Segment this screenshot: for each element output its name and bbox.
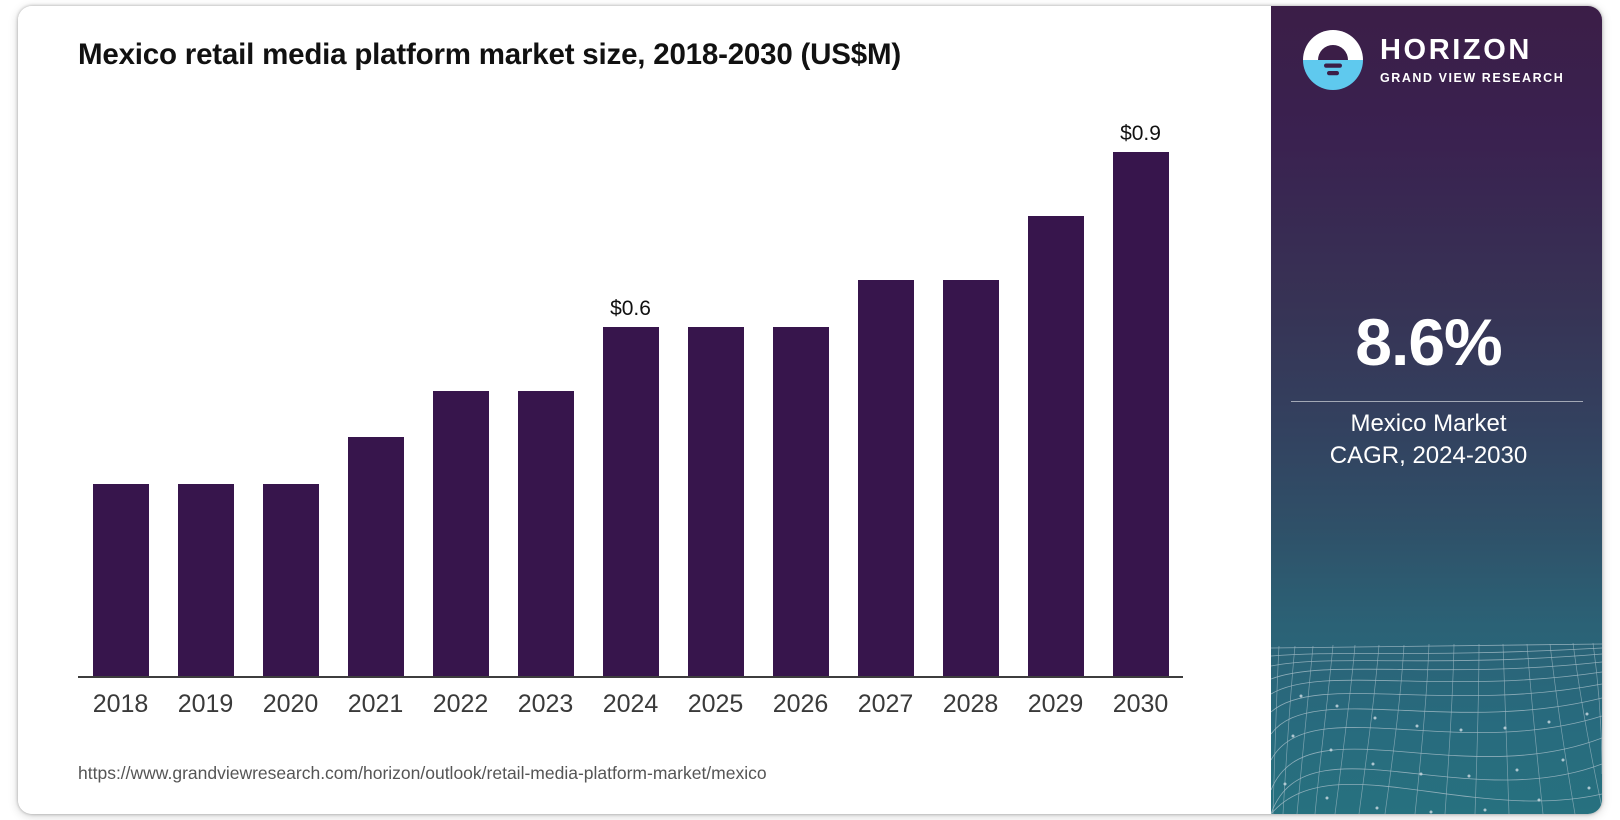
wireframe-terrain-mesh bbox=[1271, 642, 1602, 814]
x-tick-2026: 2026 bbox=[772, 690, 829, 718]
cagr-value: 8.6% bbox=[1355, 305, 1502, 379]
x-tick-2020: 2020 bbox=[262, 690, 319, 718]
x-tick-2018: 2018 bbox=[92, 690, 149, 718]
cagr-caption-line-1: Mexico Market bbox=[1350, 410, 1507, 437]
brand-logo-text: HORIZON GRAND VIEW RESEARCH bbox=[1380, 33, 1565, 85]
x-tick-2027: 2027 bbox=[857, 690, 914, 718]
cagr-divider bbox=[1291, 401, 1583, 402]
x-tick-2021: 2021 bbox=[347, 690, 404, 718]
chart-area: Mexico retail media platform market size… bbox=[18, 6, 1255, 814]
cagr-caption: Mexico Market CAGR, 2024-2030 bbox=[1255, 408, 1602, 472]
chart-card: Mexico retail media platform market size… bbox=[18, 6, 1602, 814]
x-tick-2028: 2028 bbox=[942, 690, 999, 718]
x-tick-2024: 2024 bbox=[602, 690, 659, 718]
bar-2025[interactable] bbox=[687, 326, 744, 676]
stat-side-panel: HORIZON GRAND VIEW RESEARCH 8.6% Mexico … bbox=[1255, 6, 1602, 814]
x-tick-2023: 2023 bbox=[517, 690, 574, 718]
bar-2022[interactable] bbox=[432, 390, 489, 676]
x-tick-2025: 2025 bbox=[687, 690, 744, 718]
bar-2026[interactable] bbox=[772, 326, 829, 676]
bar-2029[interactable] bbox=[1027, 216, 1084, 676]
bar-2030[interactable] bbox=[1112, 152, 1169, 676]
brand-logo: HORIZON GRAND VIEW RESEARCH bbox=[1301, 28, 1564, 92]
cagr-caption-line-2: CAGR, 2024-2030 bbox=[1329, 442, 1528, 470]
bar-2018[interactable] bbox=[92, 483, 149, 676]
bar-2020[interactable] bbox=[262, 483, 319, 676]
bar-2021[interactable] bbox=[347, 437, 404, 676]
brand-name: HORIZON bbox=[1380, 33, 1532, 66]
x-axis-line bbox=[78, 676, 1183, 678]
bar-value-label-2030: $0.9 bbox=[1120, 122, 1161, 146]
bar-2019[interactable] bbox=[177, 483, 234, 676]
panel-gutter bbox=[1255, 6, 1271, 814]
bar-2027[interactable] bbox=[857, 280, 914, 676]
x-tick-2019: 2019 bbox=[177, 690, 234, 718]
bar-2024[interactable] bbox=[602, 326, 659, 676]
chart-title: Mexico retail media platform market size… bbox=[78, 38, 901, 71]
bar-plot: $0.6 $0.9 bbox=[78, 94, 1183, 676]
bar-value-label-2024: $0.6 bbox=[610, 296, 651, 320]
brand-tagline: GRAND VIEW RESEARCH bbox=[1380, 70, 1565, 85]
source-url[interactable]: https://www.grandviewresearch.com/horizo… bbox=[78, 763, 767, 783]
x-tick-2029: 2029 bbox=[1027, 690, 1084, 718]
bar-2028[interactable] bbox=[942, 280, 999, 676]
horizon-sunrise-logo-icon bbox=[1301, 28, 1365, 92]
x-tick-2030: 2030 bbox=[1112, 690, 1169, 718]
bar-2023[interactable] bbox=[517, 390, 574, 676]
x-tick-2022: 2022 bbox=[432, 690, 489, 718]
